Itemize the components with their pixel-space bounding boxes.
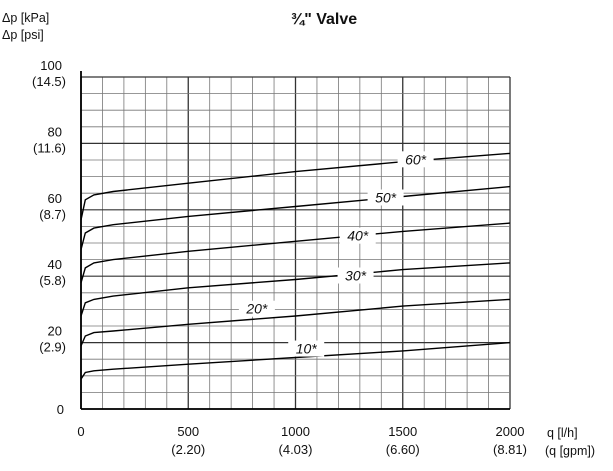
x-tick-sublabel: (6.60) [386, 442, 420, 457]
y-tick-label: 20 [48, 324, 62, 339]
series-label-bg [367, 189, 404, 206]
series-label: 20* [245, 301, 268, 317]
series-group: 10* 20* 30* 40* 50* 60* [80, 151, 511, 380]
y-tick-label: 0 [57, 402, 64, 417]
series-label-bg [238, 300, 275, 317]
y-tick-label: 40 [48, 257, 62, 272]
y-tick-label: 80 [48, 124, 62, 139]
x-axis-title-lph: q [l/h] [547, 426, 578, 440]
y-tick-sublabel: (11.6) [33, 140, 66, 155]
series-label: 50* [375, 190, 397, 206]
chart-title: ¾" Valve [291, 11, 357, 28]
series-label-bg [339, 227, 376, 244]
series-label-bg [397, 151, 434, 168]
y-tick-sublabel: (5.8) [39, 273, 66, 288]
x-axis-title-gpm: (q [gpm]) [545, 444, 595, 458]
tick-labels: 0 500(2.20)1000(4.03)1500(6.60)2000(8.81)… [32, 58, 527, 457]
x-tick-sublabel: (2.20) [171, 442, 205, 457]
x-tick-label: 1500 [388, 424, 417, 439]
series-line [80, 222, 511, 283]
series-label: 60* [405, 151, 427, 167]
x-tick-label: 500 [177, 424, 199, 439]
series-label: 10* [296, 341, 318, 357]
grid [80, 71, 511, 410]
series-label: 40* [347, 228, 369, 244]
x-tick-sublabel: (8.81) [493, 442, 527, 457]
y-axis-title-psi: Δp [psi] [2, 28, 44, 42]
series-label: 30* [345, 268, 367, 284]
x-tick-sublabel: (4.03) [279, 442, 313, 457]
series-line [80, 262, 511, 317]
y-tick-sublabel: (8.7) [39, 207, 66, 222]
x-tick-label: 2000 [496, 424, 525, 439]
x-tick-label: 1000 [281, 424, 310, 439]
series-label-bg [337, 267, 374, 284]
series-line [80, 152, 511, 220]
y-axis-title-kpa: Δp [kPa] [2, 11, 49, 25]
series-label-bg [288, 340, 325, 357]
y-tick-label: 60 [48, 191, 62, 206]
x-tick-label: 0 [77, 424, 84, 439]
series-line [80, 341, 511, 380]
y-tick-label: 100 [40, 58, 62, 73]
series-line [80, 298, 511, 347]
y-tick-sublabel: (2.9) [39, 340, 66, 355]
y-tick-sublabel: (14.5) [32, 74, 66, 89]
